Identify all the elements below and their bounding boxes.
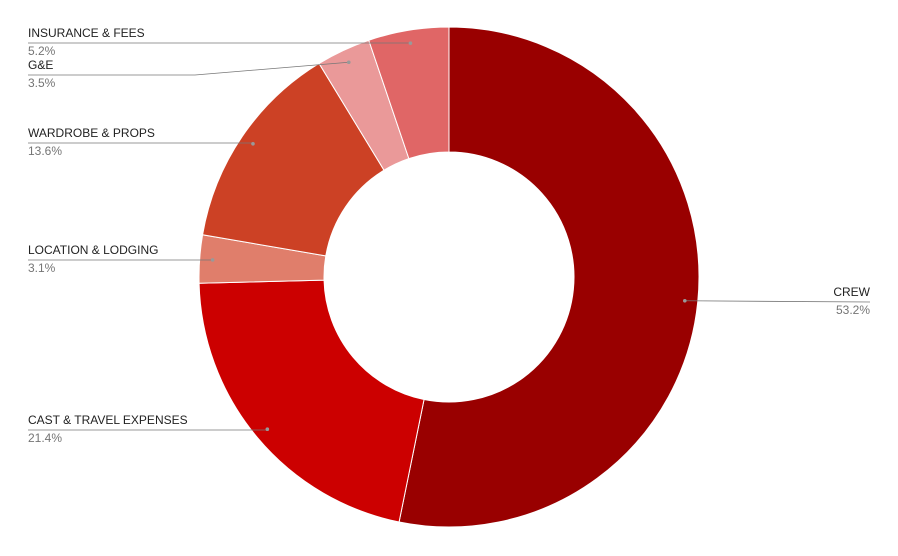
slice-label: G&E [28,58,53,72]
slice [198,279,425,523]
leader-dot [251,141,255,146]
slice-value: 53.2% [836,303,870,317]
slice [202,62,385,257]
slice-label: CREW [833,285,870,299]
leader-dot [265,427,270,432]
slice-value: 13.6% [28,144,62,158]
slice-label: INSURANCE & FEES [28,26,145,40]
leader-dot [346,60,351,65]
slice-value: 5.2% [28,44,56,58]
slice [368,26,450,160]
leader-line [28,429,268,431]
leader-dot [408,41,413,45]
slice-value: 3.5% [28,76,56,90]
leader-dot [210,258,215,262]
slice [398,26,700,528]
slice-label: LOCATION & LODGING [28,243,158,257]
slice-value: 21.4% [28,431,62,445]
slice-label: WARDROBE & PROPS [28,126,155,140]
slice-label: CAST & TRAVEL EXPENSES [28,413,188,427]
leader-dot [683,298,687,303]
leader-line [684,300,871,303]
slice-value: 3.1% [28,261,56,275]
leader-line [28,61,349,76]
